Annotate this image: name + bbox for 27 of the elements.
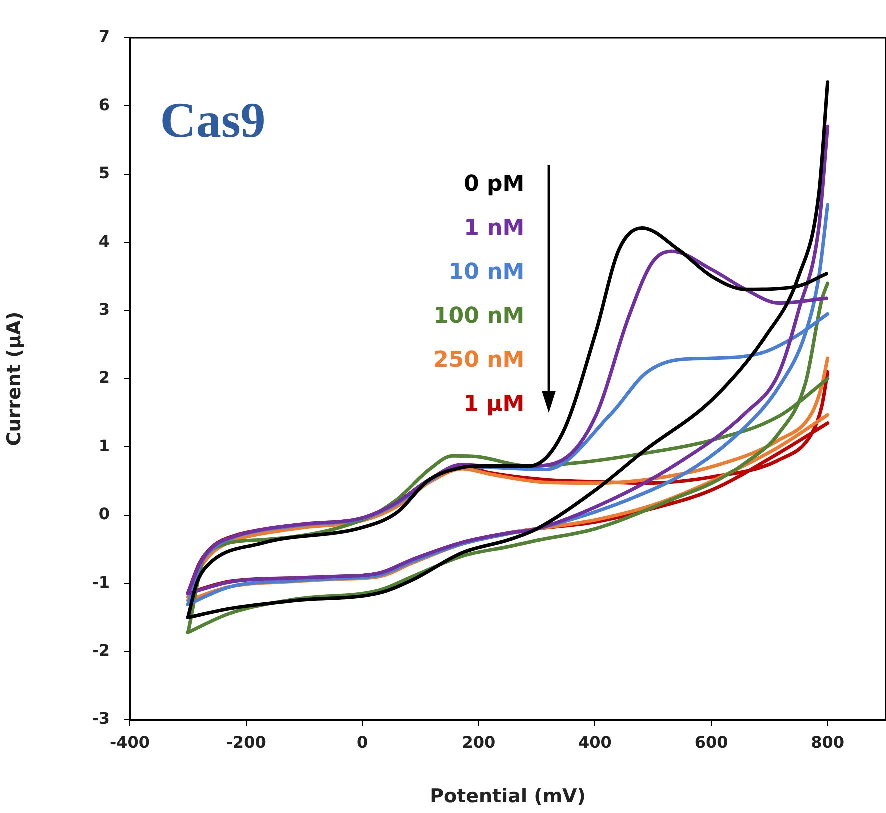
y-tick-label: 0 bbox=[98, 504, 110, 524]
y-tick-label: -2 bbox=[92, 640, 110, 660]
x-tick-label: 200 bbox=[462, 732, 496, 752]
x-tick-label: 400 bbox=[578, 732, 612, 752]
text: 250 nM bbox=[433, 348, 525, 374]
y-tick-label: 1 bbox=[98, 436, 110, 456]
x-tick-label: 600 bbox=[694, 732, 728, 752]
text: 1 nM bbox=[464, 216, 525, 242]
y-tick-label: 5 bbox=[98, 164, 110, 183]
text: 1 μM bbox=[464, 392, 525, 418]
x-tick-label: -400 bbox=[110, 732, 150, 752]
y-tick-label: 2 bbox=[98, 368, 110, 388]
x-axis-title: Potential (mV) bbox=[430, 786, 586, 808]
y-tick-label: 7 bbox=[98, 27, 110, 46]
y-tick-label: 4 bbox=[98, 232, 110, 251]
text: 0 pM bbox=[464, 172, 525, 198]
y-tick-label: 3 bbox=[98, 300, 110, 319]
x-tick-label: 0 bbox=[357, 732, 368, 752]
annotation: Cas9 bbox=[160, 92, 266, 148]
y-tick-label: 6 bbox=[98, 95, 110, 114]
y-tick-label: -1 bbox=[92, 572, 110, 592]
y-tick-label: -3 bbox=[92, 709, 110, 728]
x-tick-label: 800 bbox=[811, 732, 845, 752]
x-tick-label: -200 bbox=[226, 732, 266, 752]
text: 10 nM bbox=[448, 260, 525, 286]
text: 100 nM bbox=[433, 304, 525, 330]
y-axis-title: Current (μA) bbox=[3, 312, 26, 446]
